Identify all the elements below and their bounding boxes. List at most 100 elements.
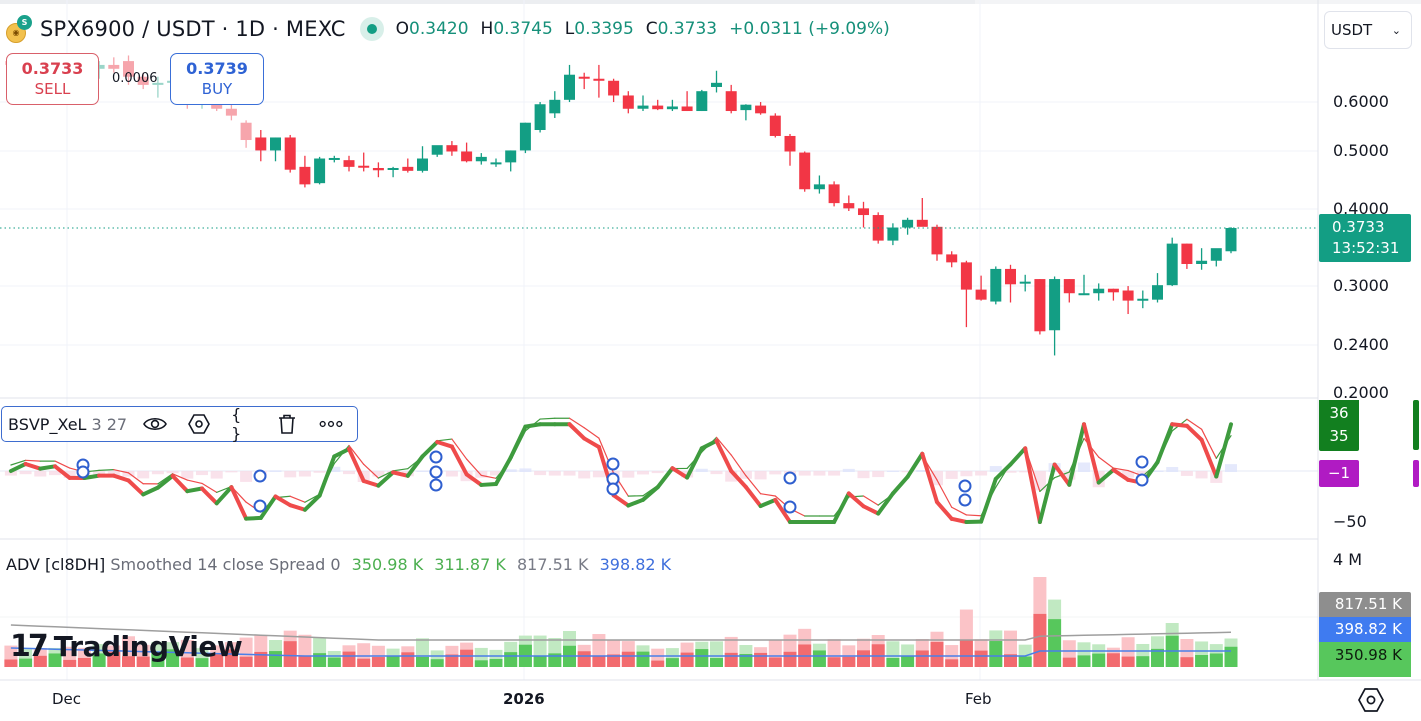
candle[interactable] <box>1152 273 1163 303</box>
market-open-status-icon <box>359 17 384 41</box>
candle[interactable] <box>666 99 678 112</box>
delete-icon[interactable] <box>275 412 299 436</box>
oscillator-legend[interactable]: BSVP_XeL 3 27 { } <box>1 405 358 443</box>
candle[interactable] <box>1078 274 1090 296</box>
oscillator-edge-marker <box>1413 400 1419 450</box>
candle[interactable] <box>1181 243 1193 269</box>
candle[interactable] <box>1137 290 1149 309</box>
candle[interactable] <box>461 142 473 163</box>
candle[interactable] <box>652 99 664 111</box>
candle[interactable] <box>270 137 281 162</box>
tradingview-watermark[interactable]: 17 TradingView <box>10 628 243 664</box>
candle[interactable] <box>799 151 811 192</box>
price-axis-label: 0.3000 <box>1333 276 1389 295</box>
candle[interactable] <box>975 275 987 301</box>
candle[interactable] <box>343 155 355 172</box>
candle[interactable] <box>93 61 105 79</box>
eye-icon[interactable] <box>143 412 168 436</box>
candle[interactable] <box>1107 288 1119 301</box>
sell-button[interactable]: 0.3733 SELL <box>6 53 99 105</box>
candle[interactable] <box>299 155 311 188</box>
settings-icon[interactable] <box>187 412 211 436</box>
candle[interactable] <box>1005 264 1016 303</box>
candle[interactable] <box>549 91 561 118</box>
candle[interactable] <box>769 113 781 138</box>
candle[interactable] <box>505 150 517 172</box>
buy-button[interactable]: 0.3739 BUY <box>170 53 264 105</box>
chart-settings-icon[interactable] <box>1357 686 1385 714</box>
symbol-header: ◉ S SPX6900 / USDT · 1D · MEXC O0.3420 H… <box>6 14 890 44</box>
candle[interactable] <box>696 89 708 112</box>
candle[interactable] <box>240 120 252 148</box>
candle[interactable] <box>637 95 649 112</box>
candle[interactable] <box>1049 276 1061 356</box>
last-price-tag: 0.3733 13:52:31 <box>1319 214 1411 262</box>
candle[interactable] <box>622 91 634 114</box>
candle[interactable] <box>137 72 149 90</box>
symbol-title[interactable]: SPX6900 / USDT · 1D · MEXC <box>40 17 346 41</box>
candle[interactable] <box>402 158 414 173</box>
candle[interactable] <box>1210 248 1222 267</box>
candle[interactable] <box>564 64 575 103</box>
candle[interactable] <box>578 72 590 90</box>
candle[interactable] <box>475 153 487 165</box>
time-axis-label: 2026 <box>503 690 545 708</box>
candle[interactable] <box>446 141 458 156</box>
candle[interactable] <box>593 64 605 98</box>
source-code-icon[interactable]: { } <box>231 405 242 443</box>
ohlc-values: O0.3420 H0.3745 L0.3395 C0.3733 +0.0311 … <box>395 19 890 39</box>
adv-legend[interactable]: ADV [cl8DH] Smoothed 14 close Spread 0 3… <box>6 555 671 574</box>
sell-price: 0.3733 <box>21 59 84 78</box>
candle[interactable] <box>916 197 928 227</box>
candle[interactable] <box>725 84 737 114</box>
candle[interactable] <box>813 175 825 194</box>
candle[interactable] <box>931 224 943 261</box>
candle[interactable] <box>1196 248 1208 270</box>
price-axis-label: 0.2000 <box>1333 383 1389 402</box>
candle[interactable] <box>255 129 267 162</box>
candle[interactable] <box>284 134 296 173</box>
candle[interactable] <box>828 181 840 207</box>
candle[interactable] <box>314 156 326 185</box>
oscillator-hist-tag: −1 <box>1319 460 1359 487</box>
candle[interactable] <box>123 55 134 85</box>
candle[interactable] <box>843 195 855 212</box>
spread-value: 0.0006 <box>112 71 158 86</box>
candle[interactable] <box>740 104 752 121</box>
candle[interactable] <box>431 145 443 157</box>
candle[interactable] <box>1034 279 1046 335</box>
adv-params: Smoothed 14 close Spread 0 <box>110 555 341 574</box>
candle[interactable] <box>490 158 502 167</box>
candle[interactable] <box>946 251 958 268</box>
candle[interactable] <box>608 78 620 103</box>
candle[interactable] <box>1019 274 1031 292</box>
candle[interactable] <box>1166 237 1178 287</box>
low-value: 0.3395 <box>574 19 634 39</box>
currency-select[interactable]: USDT ⌄ <box>1324 11 1412 49</box>
candle[interactable] <box>960 260 972 328</box>
candle[interactable] <box>417 146 428 173</box>
candle[interactable] <box>990 266 1002 305</box>
candle[interactable] <box>681 91 693 112</box>
candle[interactable] <box>358 152 370 172</box>
candle[interactable] <box>887 223 899 246</box>
candle[interactable] <box>858 201 869 228</box>
candle[interactable] <box>108 57 120 73</box>
candle[interactable] <box>328 155 340 163</box>
candle[interactable] <box>711 70 722 93</box>
candle[interactable] <box>519 122 531 154</box>
candle[interactable] <box>902 217 914 235</box>
candle[interactable] <box>755 102 767 115</box>
candle[interactable] <box>372 162 384 178</box>
candle[interactable] <box>1063 279 1075 303</box>
candle[interactable] <box>1225 227 1237 254</box>
candle[interactable] <box>152 76 164 98</box>
candle[interactable] <box>387 166 399 178</box>
tradingview-wordmark: TradingView <box>53 629 243 663</box>
candle[interactable] <box>1122 286 1134 315</box>
candle[interactable] <box>534 102 546 133</box>
candle[interactable] <box>784 133 796 166</box>
more-icon[interactable] <box>319 412 343 436</box>
candle[interactable] <box>1093 283 1105 301</box>
